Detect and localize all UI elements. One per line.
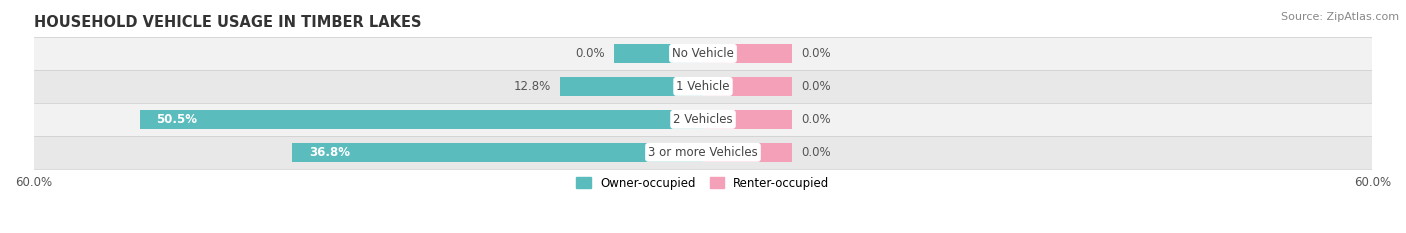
Legend: Owner-occupied, Renter-occupied: Owner-occupied, Renter-occupied [572,172,834,194]
Text: 0.0%: 0.0% [801,146,831,159]
Bar [560,77,703,96]
Bar [34,37,1372,70]
Text: 2 Vehicles: 2 Vehicles [673,113,733,126]
Bar [34,70,1372,103]
Bar [614,44,703,63]
Bar [703,44,792,63]
Text: 0.0%: 0.0% [801,80,831,93]
Bar [703,143,792,162]
Text: Source: ZipAtlas.com: Source: ZipAtlas.com [1281,12,1399,22]
Bar [139,110,703,129]
Text: 0.0%: 0.0% [575,47,605,60]
Text: 50.5%: 50.5% [156,113,197,126]
Text: 3 or more Vehicles: 3 or more Vehicles [648,146,758,159]
Bar [292,143,703,162]
Text: 0.0%: 0.0% [801,47,831,60]
Text: HOUSEHOLD VEHICLE USAGE IN TIMBER LAKES: HOUSEHOLD VEHICLE USAGE IN TIMBER LAKES [34,15,420,30]
Bar [703,110,792,129]
Text: 12.8%: 12.8% [515,80,551,93]
Text: 36.8%: 36.8% [309,146,350,159]
Text: 1 Vehicle: 1 Vehicle [676,80,730,93]
Bar [34,136,1372,169]
Bar [34,103,1372,136]
Text: 0.0%: 0.0% [801,113,831,126]
Bar [703,77,792,96]
Text: No Vehicle: No Vehicle [672,47,734,60]
